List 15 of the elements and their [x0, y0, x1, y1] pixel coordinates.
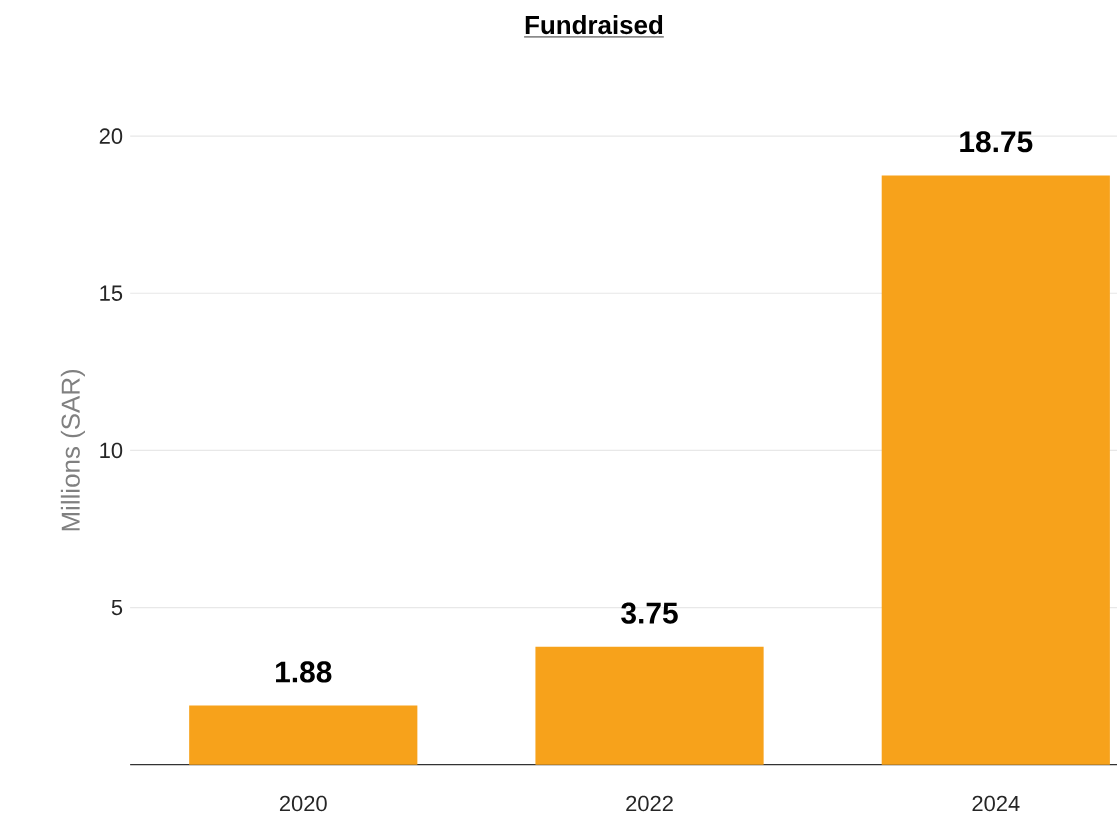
bar: [881, 175, 1110, 765]
y-tick-label: 5: [111, 600, 123, 616]
x-tick-label: 2022: [626, 795, 673, 812]
data-label: 18.75: [960, 131, 1033, 153]
bar: [535, 646, 764, 765]
data-label: 1.88: [276, 661, 332, 683]
y-tick-label: 10: [100, 442, 123, 459]
bar: [189, 705, 418, 765]
x-tick-label: 2024: [972, 795, 1020, 812]
y-axis-title: Millions (SAR): [60, 370, 85, 531]
x-tick-label: 2020: [279, 795, 327, 812]
y-tick-label: 20: [99, 128, 123, 145]
y-tick-label: 15: [100, 285, 123, 302]
chart-title: Fundraised: [525, 15, 663, 35]
data-label: 3.75: [621, 602, 678, 624]
